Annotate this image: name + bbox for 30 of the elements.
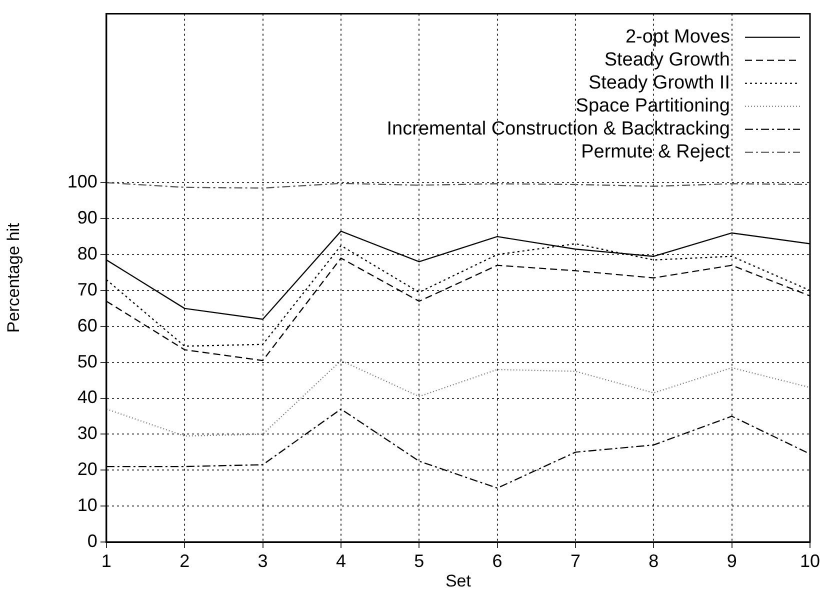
x-axis-title: Set xyxy=(445,571,472,590)
y-tick-label: 100 xyxy=(67,172,98,192)
y-tick-label: 10 xyxy=(77,495,98,516)
line-series xyxy=(106,360,810,437)
y-tick-label: 0 xyxy=(87,530,98,551)
x-tick-label: 1 xyxy=(101,550,112,571)
x-tick-label: 10 xyxy=(800,550,820,571)
x-tick-label: 7 xyxy=(570,550,580,571)
y-axis-title: Percentage hit xyxy=(4,222,23,333)
y-tick-label: 20 xyxy=(77,459,98,480)
legend-label: Permute & Reject xyxy=(581,142,731,163)
y-tick-label: 70 xyxy=(77,279,98,300)
x-tick-label: 6 xyxy=(492,550,502,571)
x-tick-label: 4 xyxy=(336,550,346,571)
x-tick-label: 5 xyxy=(414,550,424,571)
y-tick-label: 90 xyxy=(77,208,98,228)
legend-label: Steady Growth xyxy=(604,50,730,71)
x-tick-label: 2 xyxy=(180,550,190,571)
legend-label: Steady Growth II xyxy=(588,72,730,94)
legend-label: Space Partitioning xyxy=(576,96,730,117)
y-tick-label: 50 xyxy=(77,351,98,372)
x-tick-label: 3 xyxy=(258,550,268,571)
x-tick-label: 8 xyxy=(648,550,659,571)
legend-label: Incremental Construction & Backtracking xyxy=(386,118,730,140)
y-tick-label: 40 xyxy=(77,387,98,408)
y-tick-label: 30 xyxy=(77,423,98,444)
y-tick-label: 80 xyxy=(77,244,98,264)
y-tick-label: 60 xyxy=(77,315,98,336)
legend-label: 2-opt Moves xyxy=(625,26,730,48)
x-tick-label: 9 xyxy=(726,550,737,571)
